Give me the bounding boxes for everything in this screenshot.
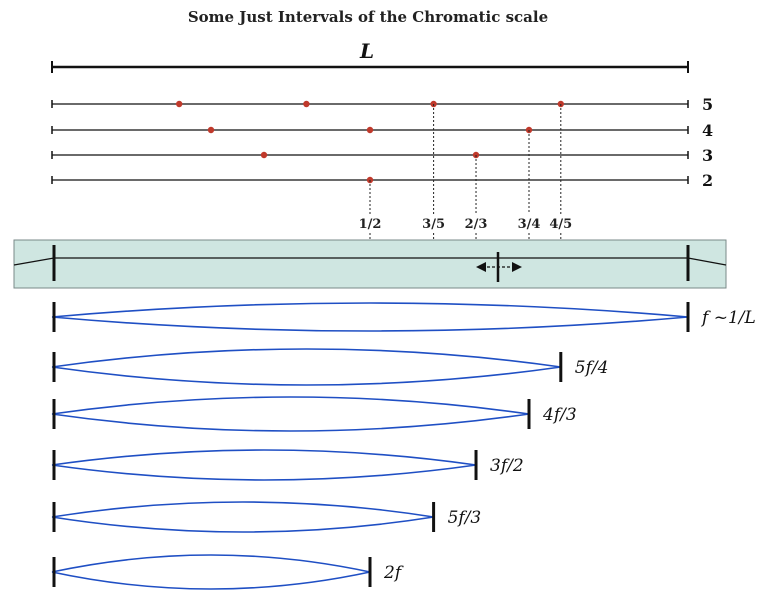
string-left-end [13, 257, 55, 266]
string-wave [51, 449, 477, 481]
vibrating-string-3: 4f/3 [51, 396, 577, 432]
fingerboard-panel [13, 239, 727, 289]
movable-bridge[interactable] [476, 252, 522, 282]
double-arrow-icon [476, 262, 522, 272]
division-row-4: 4 [51, 121, 713, 140]
string-wave [51, 348, 561, 386]
division-node-dot [366, 126, 374, 134]
diagram-title: Some Just Intervals of the Chromatic sca… [188, 8, 548, 26]
division-node-dot [303, 100, 310, 108]
vibrating-strings: f ~1/L 5f/4 4f/3 3f/2 5f/3 2f [51, 302, 756, 590]
division-row-2: 2 [51, 171, 713, 190]
frequency-label: 5f/3 [448, 508, 482, 528]
frequency-label: 3f/2 [490, 456, 524, 476]
fraction-label: 2/3 [465, 217, 488, 232]
division-node-dot [207, 126, 215, 134]
string-right-end [687, 257, 727, 266]
vibrating-string-4: 3f/2 [51, 449, 524, 481]
division-row-label: 3 [702, 146, 713, 165]
fraction-label: 1/2 [359, 217, 382, 232]
fraction-guide-2-3: 2/3 [465, 155, 488, 254]
vibrating-string-2: 5f/4 [51, 348, 609, 386]
division-node-dot [176, 100, 183, 108]
division-node-dot [260, 151, 268, 159]
fraction-guide-3-4: 3/4 [518, 130, 541, 254]
division-row-3: 3 [51, 146, 713, 165]
division-row-label: 5 [702, 95, 713, 114]
division-row-label: 2 [702, 171, 713, 190]
fraction-guide-3-5: 3/5 [422, 104, 445, 254]
length-ruler: L [51, 39, 689, 73]
string-wave [51, 501, 434, 533]
fraction-label: 4/5 [549, 217, 572, 232]
vibrating-string-1: f ~1/L [51, 302, 756, 332]
string-wave [51, 302, 689, 332]
frequency-label: f ~1/L [700, 308, 756, 328]
fingerboard [13, 239, 727, 289]
frequency-label: 4f/3 [542, 405, 577, 425]
string-wave [51, 396, 530, 432]
string-wave [51, 554, 371, 590]
fraction-guides: 1/2 3/5 2/3 3/4 4/5 [359, 104, 572, 254]
division-row-label: 4 [702, 121, 713, 140]
vibrating-string-5: 5f/3 [51, 501, 482, 533]
fraction-label: 3/5 [422, 217, 445, 232]
frequency-label: 2f [383, 563, 404, 583]
length-label: L [359, 39, 374, 63]
division-rows: 5 4 3 2 [51, 95, 713, 190]
fraction-label: 3/4 [518, 217, 541, 232]
frequency-label: 5f/4 [575, 358, 609, 378]
fraction-guide-4-5: 4/5 [549, 104, 572, 254]
vibrating-string-6: 2f [51, 554, 404, 590]
division-row-5: 5 [51, 95, 713, 114]
